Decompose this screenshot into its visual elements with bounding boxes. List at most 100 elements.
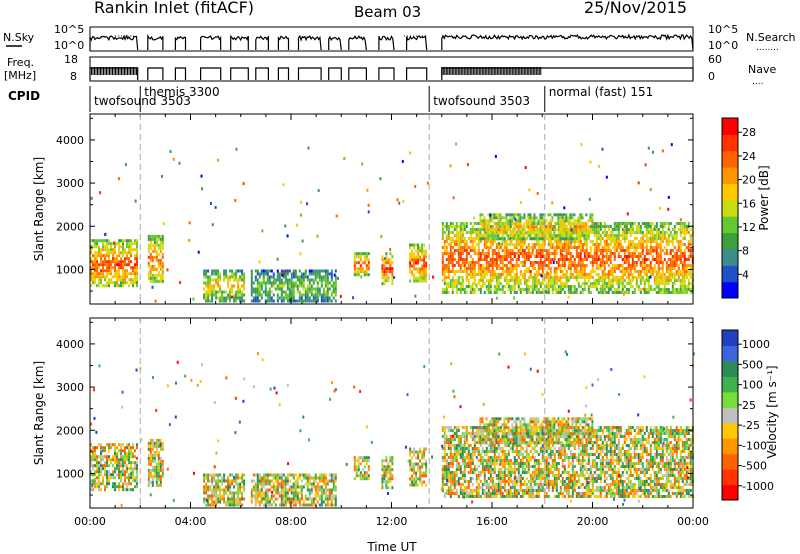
vel-colorbar-swatch	[722, 469, 738, 486]
nsky-label: N.Sky	[3, 31, 35, 44]
power-colorbar-swatch	[722, 134, 738, 152]
power-colorbar-tick: 12	[742, 221, 756, 234]
vel-segment	[250, 473, 337, 507]
nave-label: Nave	[748, 63, 776, 76]
x-tick-label: 00:00	[677, 515, 709, 528]
x-tick-label: 04:00	[175, 515, 207, 528]
vel-colorbar-tick: 500	[742, 358, 763, 371]
velocity-panel: 1000 2000 3000 4000 Slant Range [km] 1000 50…	[32, 317, 779, 509]
x-axis-title: Time UT	[366, 540, 417, 554]
vel-segment	[147, 438, 164, 487]
vel-scatter	[90, 350, 695, 508]
freq-panel: Freq. [MHz] 18 8 60 0 Nave ....	[4, 53, 776, 87]
power-colorbar-tick: 4	[742, 268, 749, 281]
velocity-ylabel: Slant Range [km]	[32, 361, 46, 465]
vel-colorbar-swatch	[722, 438, 738, 455]
nsky-tick-bottom-left: 10^0	[54, 39, 84, 52]
vel-segment	[409, 447, 428, 487]
freq-tick-top: 18	[64, 53, 78, 66]
vel-ytick-label: 3000	[56, 381, 84, 394]
nsky-trace	[89, 33, 694, 51]
vel-segment	[203, 473, 246, 507]
freq-trace	[89, 67, 694, 80]
freq-tick-bottom: 8	[70, 70, 77, 83]
vel-colorbar-swatch	[722, 453, 738, 470]
power-ytick-label: 1000	[56, 263, 84, 276]
power-segment	[479, 213, 594, 241]
cpid-program-label: twofsound 3503	[433, 94, 530, 108]
x-tick-label: 16:00	[476, 515, 508, 528]
nave-key: ....	[752, 77, 763, 87]
nsearch-key: ........	[756, 43, 779, 53]
vel-colorbar-tick: -1000	[742, 480, 774, 493]
vel-segment	[479, 417, 594, 445]
vel-colorbar-tick: -500	[742, 460, 767, 473]
nsearch-label: N.Search	[746, 31, 796, 44]
x-tick-label: 00:00	[74, 515, 106, 528]
x-tick-label: 20:00	[577, 515, 609, 528]
vel-colorbar-swatch	[722, 407, 738, 424]
power-ytick-label: 2000	[56, 220, 84, 233]
power-segment	[353, 252, 370, 277]
power-colorbar-swatch	[722, 265, 738, 283]
power-colorbar-swatch	[722, 199, 738, 217]
power-colorbar-swatch	[722, 150, 738, 168]
power-colorbar-swatch	[722, 248, 738, 266]
vel-colorbar-swatch	[722, 391, 738, 408]
x-tick-label: 12:00	[376, 515, 408, 528]
power-colorbar-tick: 28	[742, 126, 756, 139]
nsky-tick-top-right: 10^5	[708, 23, 738, 36]
power-segment	[381, 252, 394, 286]
vel-segment	[353, 456, 370, 481]
vel-colorbar-swatch	[722, 360, 738, 377]
power-ytick-label: 3000	[56, 177, 84, 190]
vel-colorbar-tick: -25	[742, 419, 760, 432]
power-colorbar-swatch	[722, 167, 738, 184]
x-tick-label: 08:00	[275, 515, 307, 528]
power-panel: 1000 2000 3000 4000 Slant Range [km] 4 8 12 16…	[32, 113, 771, 305]
vel-colorbar-tick: -100	[742, 439, 767, 452]
vel-ytick-label: 1000	[56, 467, 84, 480]
power-colorbar-swatch	[722, 216, 738, 234]
power-segment	[90, 239, 138, 288]
nsky-tick-bottom-right: 10^0	[708, 39, 738, 52]
nsky-tick-top-left: 10^5	[54, 23, 84, 36]
power-colorbar-swatch	[722, 118, 738, 135]
vel-ytick-label: 2000	[56, 424, 84, 437]
cpid-program-label: normal (fast) 151	[549, 85, 653, 99]
vel-segment	[381, 456, 394, 490]
power-ylabel: Slant Range [km]	[32, 157, 46, 261]
vel-colorbar-swatch	[722, 345, 738, 362]
freq-unit-label: [MHz]	[4, 69, 36, 82]
power-scatter	[90, 142, 689, 304]
power-colorbar-tick: 8	[742, 245, 749, 258]
power-segment	[147, 234, 164, 283]
power-colorbar-tick: 24	[742, 150, 756, 163]
nsky-panel: N.Sky 10^5 10^0 10^5 10^0 N.Search .....…	[3, 23, 796, 53]
power-ytick-label: 4000	[56, 134, 84, 147]
station-title: Rankin Inlet (fitACF)	[94, 0, 254, 17]
vel-ytick-label: 4000	[56, 338, 84, 351]
date-title: 25/Nov/2015	[584, 0, 687, 17]
power-colorbar-label: Power [dB]	[757, 165, 771, 230]
power-segment	[203, 269, 246, 303]
power-segment	[250, 269, 337, 303]
power-segment	[409, 243, 428, 283]
vel-segment	[90, 443, 138, 492]
velocity-colorbar-label: Velocity [m s⁻¹]	[765, 365, 779, 458]
power-colorbar-swatch	[722, 183, 738, 201]
vel-colorbar-swatch	[722, 376, 738, 393]
power-colorbar-swatch	[722, 281, 738, 299]
vel-colorbar-swatch	[722, 484, 738, 501]
vel-colorbar-tick: 100	[742, 379, 763, 392]
cpid-program-label: twofsound 3503	[94, 94, 191, 108]
freq-label: Freq.	[7, 56, 34, 69]
vel-colorbar-tick: 1000	[742, 338, 770, 351]
vel-colorbar-swatch	[722, 330, 738, 346]
power-colorbar-tick: 20	[742, 174, 756, 187]
nave-tick-bottom: 0	[708, 70, 715, 83]
power-colorbar-swatch	[722, 232, 738, 250]
vel-colorbar-tick: 25	[742, 399, 756, 412]
cpid-program-label: themis 3300	[144, 85, 219, 99]
